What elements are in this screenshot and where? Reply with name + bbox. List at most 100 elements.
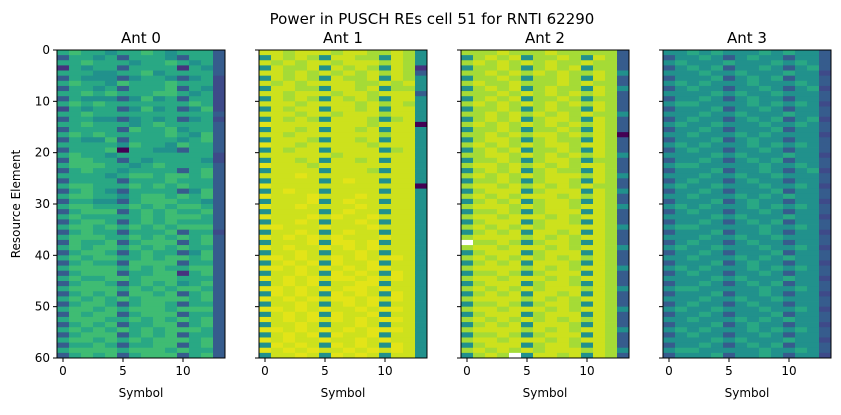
heatmap-cell [771,121,784,128]
heatmap-cell [213,234,226,241]
heatmap-cell [189,322,202,328]
heatmap-cell [69,219,82,225]
heatmap-cell [497,101,510,107]
heatmap-cell [533,168,546,174]
heatmap-cell [189,116,202,123]
heatmap-cell [473,198,486,205]
heatmap-cell [747,178,760,184]
heatmap-cell [165,347,178,354]
heatmap-cell [807,352,820,359]
heatmap-cell [343,178,356,184]
heatmap-cell [189,55,202,61]
heatmap-cell [699,127,712,133]
heatmap-cell [129,322,142,328]
heatmap-cell [259,193,272,200]
heatmap-cell [343,219,356,225]
heatmap-cell [57,121,70,128]
heatmap-cell [105,106,118,112]
heatmap-cell [569,193,582,200]
heatmap-cell [711,193,724,200]
heatmap-cell [189,291,202,297]
heatmap-cell [81,224,94,231]
heatmap-cell [331,286,344,292]
heatmap-cell [747,106,760,112]
heatmap-cell [403,275,416,282]
heatmap-cell [569,111,582,118]
heatmap-cell [711,291,724,297]
heatmap-cell [141,352,154,359]
heatmap-cell [557,250,570,256]
heatmap-cell [581,301,594,308]
heatmap-cell [759,332,772,338]
heatmap-cell [81,142,94,148]
heatmap-cell [295,347,308,354]
heatmap-cell [807,80,820,87]
heatmap-cell [759,168,772,174]
heatmap-cell [259,70,272,77]
heatmap-cell [331,352,344,359]
x-tick-label: 10 [377,364,392,378]
heatmap-cell [201,70,214,77]
heatmap-cell [795,352,808,359]
heatmap-cell [771,316,784,323]
heatmap-cell [771,137,784,143]
heatmap-cell [699,173,712,179]
heatmap-cell [687,101,700,107]
heatmap-cell [617,301,630,308]
heatmap-cell [81,188,94,195]
heatmap-cell [771,204,784,210]
heatmap-cell [723,173,736,179]
heatmap-cell [307,70,320,77]
heatmap-cell [213,65,226,71]
heatmap-cell [415,347,428,354]
heatmap-cell [605,162,618,169]
heatmap-cell [545,193,558,200]
heatmap-cell [581,347,594,354]
heatmap-cell [177,157,190,164]
heatmap-cell [687,239,700,246]
heatmap-cell [663,224,676,231]
heatmap-cell [295,214,308,220]
heatmap-cell [415,219,428,225]
heatmap-cell [617,70,630,77]
heatmap-cell [213,106,226,112]
heatmap-cell [141,337,154,343]
heatmap-cell [735,132,748,138]
heatmap-cell [461,75,474,82]
heatmap-cell [605,265,618,272]
heatmap-cell [69,75,82,82]
heatmap-cell [557,137,570,143]
heatmap-cell [711,316,724,323]
heatmap-cell [485,193,498,200]
heatmap-cell [69,332,82,338]
heatmap-cell [593,116,606,123]
heatmap-cell [355,270,368,277]
heatmap-cell [771,311,784,318]
heatmap-cell [759,352,772,359]
heatmap-cell [605,275,618,282]
heatmap-cell [69,106,82,112]
heatmap-cell [319,50,332,56]
heatmap-cell [343,188,356,195]
heatmap-cell [319,270,332,277]
heatmap-cell [319,347,332,354]
heatmap-cell [807,121,820,128]
heatmap-cell [663,204,676,210]
heatmap-cell [307,337,320,343]
heatmap-cell [807,301,820,308]
heatmap-cell [141,121,154,128]
heatmap-cell [807,50,820,56]
heatmap-cell [153,342,166,349]
heatmap-cell [687,275,700,282]
heatmap-cell [473,204,486,210]
heatmap-cell [569,224,582,231]
heatmap-cell [747,311,760,318]
heatmap-cell [795,70,808,77]
heatmap-cell [213,229,226,236]
heatmap-cell [699,106,712,112]
heatmap-cell [201,322,214,328]
heatmap-cell [593,250,606,256]
heatmap-cell [663,101,676,107]
heatmap-cell [391,162,404,169]
heatmap-cell [617,270,630,277]
